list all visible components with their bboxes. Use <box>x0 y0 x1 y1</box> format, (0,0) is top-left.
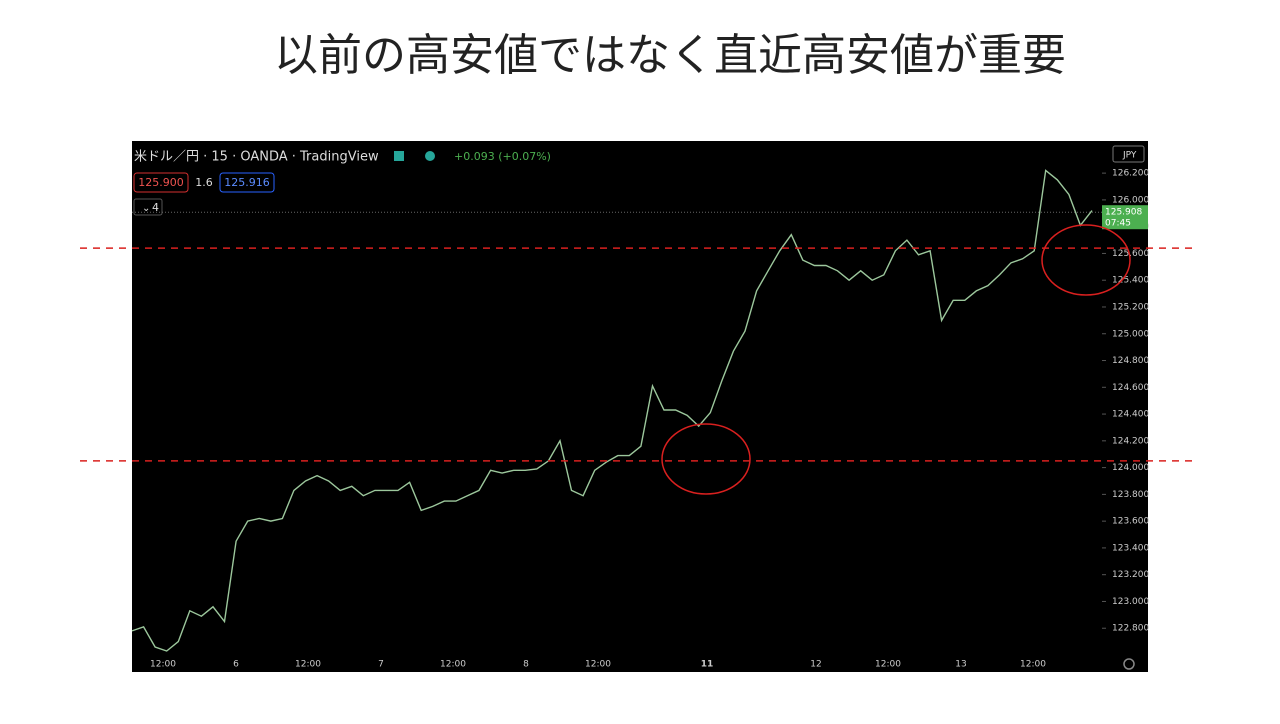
symbol: 米ドル／円 · 15 · OANDA · TradingView <box>134 150 379 165</box>
slide-title: 以前の高安値ではなく直近高安値が重要 <box>274 30 1066 81</box>
x-tick-label: 12:00 <box>150 660 176 670</box>
y-tick-label: 123.200 <box>1112 570 1149 580</box>
y-tick-label: 123.800 <box>1112 490 1149 500</box>
x-tick-label: 12:00 <box>295 660 321 670</box>
highlight-circle <box>661 423 751 495</box>
y-tick-label: 123.600 <box>1112 517 1149 527</box>
y-tick-label: 125.400 <box>1112 276 1149 286</box>
y-tick-label: 126.200 <box>1112 169 1149 179</box>
y-tick-label: 124.800 <box>1112 356 1149 366</box>
ask-box[interactable] <box>219 172 275 193</box>
change: +0.093 (+0.07%) <box>454 150 551 163</box>
y-tick-label: 122.800 <box>1112 624 1149 634</box>
y-tick-label: 125.000 <box>1112 329 1149 339</box>
settings-icon[interactable] <box>1123 658 1135 670</box>
x-tick-label: 11 <box>701 660 714 670</box>
currency: JPY <box>1122 151 1137 161</box>
price-tag: 125.908 <box>1105 208 1142 218</box>
y-tick-label: 126.000 <box>1112 195 1149 205</box>
x-tick-label: 12:00 <box>585 660 611 670</box>
x-tick-label: 7 <box>378 660 384 670</box>
highlight-circle <box>1041 224 1131 296</box>
chevron: ⌄ <box>142 203 150 214</box>
x-tick-label: 12:00 <box>1020 660 1046 670</box>
x-tick-label: 12:00 <box>875 660 901 670</box>
x-tick-label: 6 <box>233 660 239 670</box>
bid-box[interactable] <box>133 172 189 193</box>
spread: 1.6 <box>195 176 213 189</box>
x-tick-label: 8 <box>523 660 529 670</box>
ask: 125.916 <box>224 176 270 189</box>
x-tick-label: 12:00 <box>440 660 466 670</box>
y-tick-label: 125.600 <box>1112 249 1149 259</box>
y-tick-label: 125.200 <box>1112 302 1149 312</box>
countdown: 07:45 <box>1105 219 1131 229</box>
price-line <box>131 169 1093 652</box>
indicator-count: 4 <box>152 201 159 214</box>
y-tick-label: 124.200 <box>1112 436 1149 446</box>
status-dot <box>425 151 435 161</box>
y-tick-label: 124.600 <box>1112 383 1149 393</box>
y-tick-label: 123.400 <box>1112 543 1149 553</box>
price-tag-box <box>1102 205 1148 230</box>
currency-box[interactable] <box>1112 145 1145 163</box>
chart-panel <box>132 141 1148 672</box>
bid: 125.900 <box>138 176 184 189</box>
y-tick-label: 123.000 <box>1112 597 1149 607</box>
indicator-box[interactable] <box>133 198 163 216</box>
x-tick-label: 13 <box>955 660 966 670</box>
x-tick-label: 12 <box>810 660 821 670</box>
market-flag <box>394 151 404 161</box>
y-tick-label: 124.000 <box>1112 463 1149 473</box>
y-tick-label: 124.400 <box>1112 410 1149 420</box>
